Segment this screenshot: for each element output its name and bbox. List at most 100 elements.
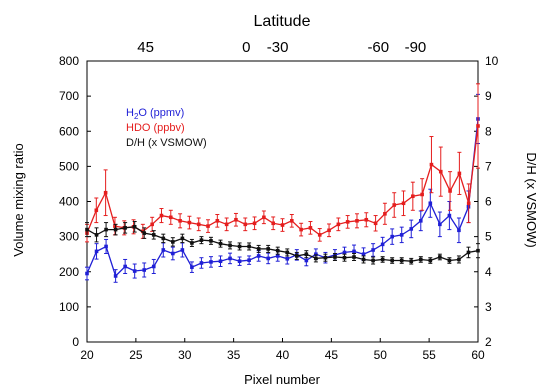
data-point [304,258,309,263]
plot-frame [86,60,479,343]
data-point [295,254,299,258]
data-point [178,219,182,223]
top-tick-label: 0 [242,39,250,56]
x-axis: Pixel number 20 25 30 35 40 45 50 55 60 [80,338,485,387]
data-point [314,256,318,261]
legend-label-subscript: 2 [134,112,139,121]
data-point [457,171,462,176]
data-point [271,221,275,226]
data-point [342,255,347,260]
data-point [390,234,394,239]
data-point [438,255,442,259]
data-point [237,244,242,249]
data-point [418,257,423,262]
series-1 [85,83,480,243]
data-point [113,227,118,232]
y-right-tick-label: 2 [485,335,492,349]
data-point [123,226,127,230]
x-tick-label: 40 [276,348,290,362]
data-point [392,203,397,207]
top-tick-label: -60 [367,39,389,56]
data-point [317,233,322,237]
y-right-tick-label: 5 [485,230,492,244]
data-point [159,213,164,218]
data-point [342,250,347,255]
x-tick-label: 55 [422,348,436,362]
data-point [190,265,194,269]
data-point [252,221,257,226]
data-point [448,189,452,193]
data-point [256,247,261,251]
x-axis-title: Pixel number [244,372,321,387]
y-left-tick-label: 0 [72,335,79,349]
data-point [447,258,452,263]
top-axis: Latitude 45 0 -30 -60 -90 [137,13,426,56]
data-point [371,258,375,263]
data-point [401,201,406,206]
data-point [150,222,154,227]
data-point [371,248,375,252]
data-point [352,255,356,259]
top-axis-title: Latitude [254,13,311,30]
y-right-tick-label: 7 [485,159,492,173]
x-tick-label: 60 [471,348,485,362]
data-point [85,271,89,276]
y-left-tick-label: 700 [59,89,79,103]
data-point [355,219,359,223]
data-point [466,201,471,206]
data-point [103,190,108,195]
x-tick-label: 30 [178,348,192,362]
series-layer [85,83,480,283]
data-point [113,274,118,278]
data-point [333,255,337,259]
y-right-tick-label: 6 [485,195,492,209]
data-point [290,219,294,223]
data-point [168,215,173,220]
data-point [428,201,433,206]
data-point [336,222,341,227]
y-left-tick-label: 100 [59,300,79,314]
y-right-tick-label: 3 [485,300,492,314]
data-point [247,258,251,262]
y-left-axis: Volume mixing ratio 0 100 200 300 400 500 600 7… [11,54,91,349]
data-point [94,249,99,254]
data-point [187,220,192,225]
data-point [142,231,147,235]
legend: H2O (ppmv)HDO (ppbv) D/H (x VSMOW) [126,107,207,149]
data-point [409,227,414,231]
data-point [361,257,366,262]
data-point [199,261,204,265]
legend-entry-2: D/H (x VSMOW) [126,137,207,149]
y-left-axis-title: Volume mixing ratio [11,143,26,256]
data-point [438,169,443,174]
legend-entry-1: HDO (ppbv) [126,122,185,134]
x-tick-label: 50 [374,348,388,362]
legend-label: H [126,107,134,119]
data-point [190,241,194,245]
data-point [409,259,414,264]
data-point [218,241,223,246]
data-point [104,244,108,249]
series-2 [85,221,480,265]
data-point [199,238,204,242]
data-point [380,242,385,247]
data-point [304,252,309,256]
y-right-tick-label: 9 [485,89,492,103]
data-point [94,208,99,213]
data-point [275,254,280,258]
y-left-tick-label: 800 [59,54,79,68]
legend-entry-0: H2O (ppmv) [126,107,184,121]
data-point [457,257,461,262]
x-tick-label: 45 [325,348,339,362]
data-point [206,224,210,228]
data-point [447,213,452,218]
data-point [399,233,404,237]
data-point [476,124,480,128]
data-point [476,248,480,253]
data-point [180,236,185,241]
data-point [262,215,266,220]
data-point [171,251,175,256]
data-point [171,240,175,244]
data-point [151,264,156,269]
data-point [85,227,89,232]
